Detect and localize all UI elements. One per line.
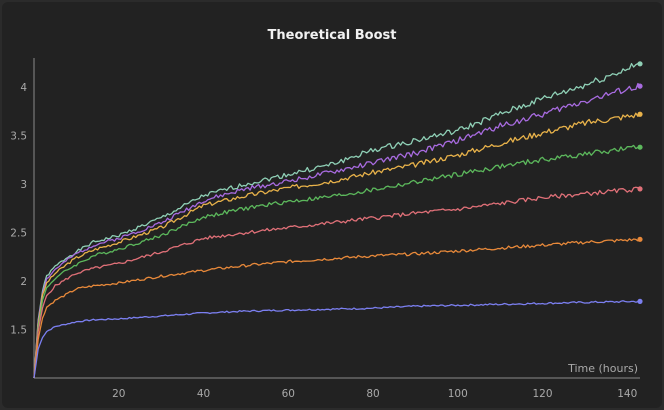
- x-tick-label: 60: [282, 388, 295, 400]
- x-axis-label: Time (hours): [567, 362, 638, 375]
- series-line-4: [33, 144, 641, 379]
- y-tick-label: 3.5: [10, 131, 27, 143]
- series-line-6: [33, 238, 641, 379]
- y-ticks: 1.5 2 2.5 3 3.5 4: [10, 82, 27, 336]
- series-end-marker-5: [637, 186, 643, 192]
- series-line-3: [33, 112, 641, 379]
- series-end-marker-2: [637, 83, 643, 89]
- series-end-marker-4: [637, 144, 643, 150]
- series-line-1: [33, 62, 641, 379]
- x-tick-label: 120: [533, 388, 553, 400]
- x-tick-label: 80: [366, 388, 379, 400]
- chart-title: Theoretical Boost: [267, 28, 397, 43]
- series-end-marker-1: [637, 61, 643, 67]
- y-tick-label: 2: [20, 276, 27, 288]
- x-tick-label: 40: [197, 388, 210, 400]
- axes: [33, 58, 640, 379]
- series-end-marker-7: [637, 298, 643, 304]
- series-line-7: [33, 300, 641, 379]
- y-tick-label: 2.5: [10, 228, 27, 240]
- series-end-marker-6: [637, 236, 643, 242]
- y-tick-label: 1.5: [10, 325, 27, 337]
- series-line-5: [33, 186, 641, 379]
- series-end-marker-3: [637, 111, 643, 117]
- x-tick-label: 140: [617, 388, 637, 400]
- y-tick-label: 3: [20, 179, 27, 191]
- x-ticks: 20 40 60 80 100 120 140: [112, 388, 637, 400]
- plot-area: [33, 61, 643, 379]
- x-tick-label: 20: [112, 388, 125, 400]
- y-tick-label: 4: [20, 82, 27, 94]
- x-tick-label: 100: [448, 388, 468, 400]
- series-line-2: [33, 82, 641, 379]
